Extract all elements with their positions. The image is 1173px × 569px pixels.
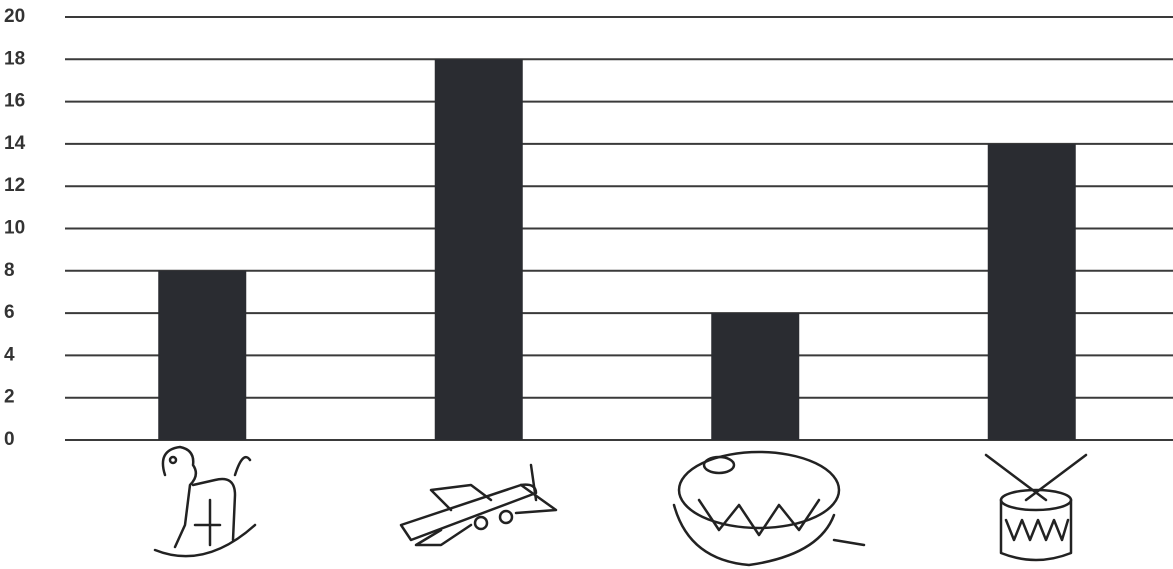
airplane-icon	[399, 463, 558, 547]
y-tick-label: 10	[4, 218, 25, 239]
bar	[987, 143, 1076, 440]
y-tick-label: 18	[4, 48, 25, 69]
y-tick-label: 16	[4, 91, 25, 112]
bar	[711, 313, 800, 440]
y-tick-label: 8	[4, 260, 15, 281]
spinning-top-icon	[672, 450, 866, 567]
y-tick-label: 0	[4, 429, 15, 450]
bar	[434, 59, 523, 441]
bar	[158, 270, 247, 440]
y-tick-label: 4	[4, 344, 15, 365]
y-tick-label: 12	[4, 175, 25, 196]
y-tick-label: 20	[4, 6, 25, 27]
rocking-horse-icon	[153, 445, 257, 558]
y-tick-label: 6	[4, 302, 15, 323]
y-tick-label: 14	[4, 133, 26, 154]
y-tick-label: 2	[4, 387, 15, 408]
drum-icon	[984, 453, 1088, 562]
